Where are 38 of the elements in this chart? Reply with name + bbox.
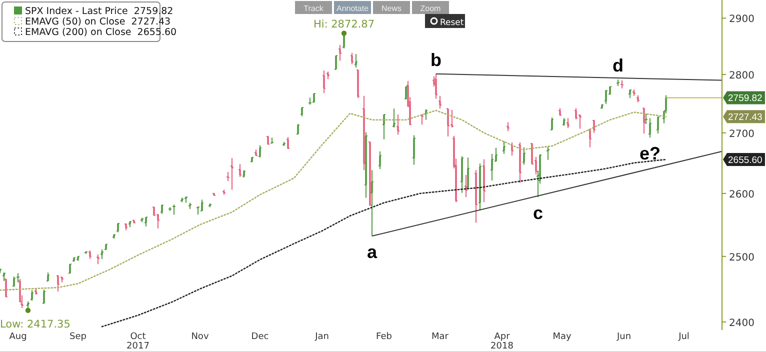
annotation: Track: [304, 4, 324, 13]
annotation: Reset: [440, 18, 464, 28]
y-tick-label: 2600: [729, 189, 754, 200]
annotation: c: [532, 203, 544, 224]
annotation: Annotate: [336, 4, 370, 13]
line-series: [101, 158, 667, 328]
y-tick-label: 2500: [729, 252, 754, 264]
annotation: Hi: 2872.87: [313, 18, 375, 30]
y-tick-label: 2700: [729, 128, 754, 140]
x-tick-label: Jan: [314, 332, 329, 342]
annotation: Zoom: [420, 4, 442, 13]
annotation: Low: 2417.35: [0, 318, 70, 330]
x-tick-label: Apr 2018: [490, 332, 514, 352]
x-tick-label: May: [552, 332, 572, 342]
x-tick-label: Aug: [9, 332, 27, 342]
annotation: a: [366, 242, 378, 262]
x-tick-label: Nov: [191, 332, 210, 342]
annotation: d: [612, 56, 624, 76]
x-tick-label: Sep: [70, 332, 87, 342]
legend-label: EMAVG (50) on Close 2727.43: [25, 16, 171, 28]
line-series: [0, 110, 667, 291]
text: 2759.82: [728, 93, 762, 104]
x-tick-label: Jun: [616, 332, 632, 342]
annotation: News: [381, 4, 402, 13]
x-tick-label: Jul: [678, 332, 690, 342]
legend-label: SPX Index - Last Price 2759.82: [25, 6, 174, 17]
y-tick-label: 2900: [729, 14, 754, 26]
x-tick-label: Feb: [376, 332, 392, 342]
legend-label: EMAVG (200) on Close 2655.60: [25, 27, 177, 38]
text: 2727.43: [728, 112, 762, 124]
text: 2655.60: [728, 154, 762, 166]
y-tick-label: 2800: [729, 70, 754, 82]
annotation: e?: [639, 144, 661, 164]
x-tick-label: Dec: [251, 332, 269, 342]
annotation: b: [430, 50, 442, 70]
x-tick-label: Oct 2017: [126, 332, 150, 352]
y-tick-label: 2400: [729, 318, 754, 329]
x-tick-label: Mar: [432, 332, 449, 342]
